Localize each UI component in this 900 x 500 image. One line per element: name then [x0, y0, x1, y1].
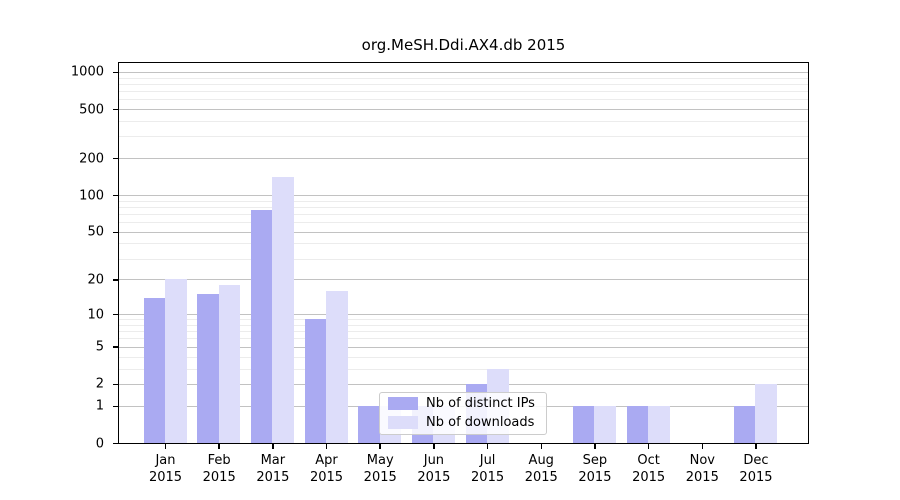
legend-entry-distinct-ips: Nb of distinct IPs	[388, 396, 538, 411]
x-axis-tick-label: Aug 2015	[524, 453, 558, 485]
minor-gridline	[119, 222, 808, 224]
x-axis-tick-label: Feb 2015	[202, 453, 236, 485]
y-tick-mark	[113, 194, 118, 197]
minor-gridline	[119, 356, 808, 358]
y-tick-mark	[113, 313, 118, 316]
x-tick-mark	[272, 443, 274, 449]
x-tick-mark	[594, 443, 596, 449]
x-tick-mark	[540, 443, 542, 449]
minor-gridline	[119, 77, 808, 79]
x-axis-tick-label: Mar 2015	[256, 453, 290, 485]
minor-gridline	[119, 319, 808, 321]
y-tick-mark	[113, 346, 118, 348]
major-gridline	[119, 314, 808, 316]
x-tick-mark	[647, 443, 650, 449]
legend-label-downloads: Nb of downloads	[426, 415, 535, 430]
x-tick-mark	[701, 443, 704, 449]
y-axis-tick-label: 50	[87, 224, 104, 240]
bar-distinct-ips	[143, 297, 165, 443]
x-axis-tick-label: May 2015	[363, 453, 397, 485]
bar-downloads	[165, 279, 187, 443]
y-axis-tick-label: 500	[79, 102, 104, 118]
bar-downloads	[326, 290, 348, 443]
major-gridline	[119, 109, 808, 111]
bar-downloads	[648, 405, 670, 443]
x-axis-tick-label: Jan 2015	[148, 453, 183, 485]
bar-distinct-ips	[572, 405, 595, 443]
bar-downloads	[272, 177, 294, 443]
y-tick-mark	[113, 157, 118, 160]
minor-gridline	[119, 99, 808, 101]
y-axis-tick-label: 200	[79, 151, 104, 167]
legend-label-distinct-ips: Nb of distinct IPs	[426, 396, 535, 411]
y-tick-mark	[113, 71, 118, 74]
x-axis-tick-label: Apr 2015	[309, 453, 344, 485]
x-tick-mark	[325, 443, 328, 449]
y-tick-mark	[113, 231, 118, 234]
minor-gridline	[119, 206, 808, 208]
major-gridline	[119, 195, 808, 197]
chart-title: org.MeSH.Ddi.AX4.db 2015	[361, 36, 566, 54]
y-tick-mark	[113, 442, 118, 445]
y-axis-tick-label: 0	[95, 436, 104, 451]
major-gridline	[119, 231, 808, 233]
minor-gridline	[119, 136, 808, 138]
minor-gridline	[119, 120, 808, 122]
bar-distinct-ips	[250, 210, 273, 443]
major-gridline	[119, 158, 808, 160]
y-axis-tick-label: 10	[87, 307, 104, 323]
y-tick-mark	[113, 383, 118, 386]
x-tick-mark	[379, 443, 381, 449]
x-axis-tick-label: Nov 2015	[685, 453, 719, 485]
minor-gridline	[119, 331, 808, 333]
major-gridline	[119, 71, 808, 73]
major-gridline	[119, 383, 808, 385]
bar-distinct-ips	[304, 319, 327, 443]
x-axis-tick-label: Oct 2015	[632, 453, 666, 485]
minor-gridline	[119, 243, 808, 245]
x-tick-mark	[755, 443, 757, 449]
y-axis-tick-label: 20	[87, 272, 104, 288]
bar-distinct-ips	[197, 294, 219, 443]
minor-gridline	[119, 368, 808, 370]
x-axis-tick-label: Dec 2015	[739, 453, 773, 485]
bar-downloads	[594, 405, 616, 443]
y-tick-mark	[113, 108, 118, 111]
minor-gridline	[119, 324, 808, 326]
bar-downloads	[218, 284, 241, 443]
legend-entry-downloads: Nb of downloads	[388, 415, 538, 430]
x-tick-mark	[433, 443, 435, 449]
y-axis-tick-label: 100	[79, 188, 104, 204]
y-tick-mark	[113, 405, 118, 407]
bar-distinct-ips	[358, 405, 380, 443]
y-axis-tick-label: 1	[95, 398, 104, 414]
x-tick-mark	[486, 443, 489, 449]
minor-gridline	[119, 258, 808, 260]
minor-gridline	[119, 90, 808, 92]
y-axis-tick-label: 5	[95, 339, 104, 355]
legend-swatch-distinct-ips	[388, 397, 418, 410]
bar-distinct-ips	[626, 405, 649, 443]
legend-swatch-downloads	[388, 416, 418, 429]
y-axis-tick-label: 1000	[70, 64, 104, 80]
y-axis-tick-label: 2	[95, 376, 104, 392]
major-gridline	[119, 346, 808, 348]
legend: Nb of distinct IPs Nb of downloads	[379, 391, 547, 435]
x-axis-tick-label: Jul 2015	[471, 453, 505, 485]
major-gridline	[119, 279, 808, 281]
x-axis-tick-label: Sep 2015	[578, 453, 612, 485]
minor-gridline	[119, 338, 808, 340]
x-axis-tick-label: Jun 2015	[417, 453, 451, 485]
minor-gridline	[119, 200, 808, 202]
minor-gridline	[119, 83, 808, 85]
y-tick-mark	[113, 279, 118, 281]
bar-distinct-ips	[733, 405, 756, 443]
plot-area	[118, 61, 809, 444]
minor-gridline	[119, 213, 808, 215]
x-tick-mark	[164, 443, 167, 449]
bar-downloads	[755, 383, 777, 443]
x-tick-mark	[218, 443, 220, 449]
